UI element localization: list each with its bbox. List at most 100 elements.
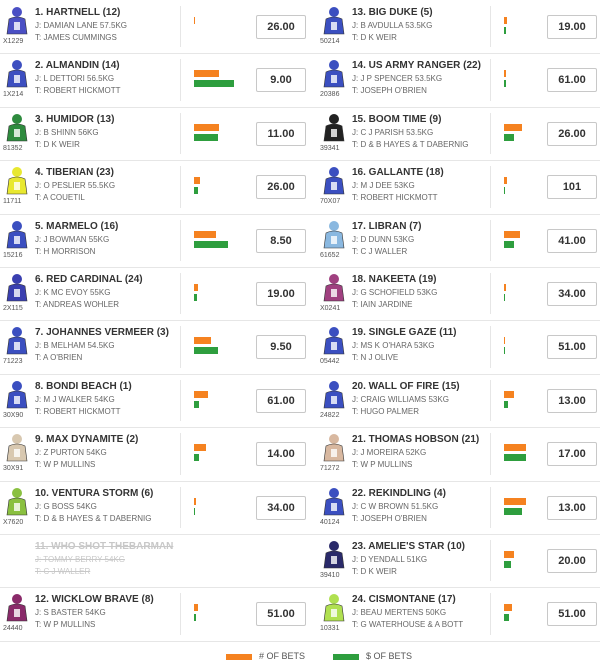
column-divider bbox=[180, 59, 181, 101]
form: 71272 bbox=[320, 465, 340, 473]
trainer: T: W P MULLINS bbox=[35, 460, 96, 470]
form: 40124 bbox=[320, 518, 340, 526]
silk bbox=[6, 487, 28, 515]
runner-name: 14. US ARMY RANGER (22) bbox=[352, 60, 481, 72]
legend-bets: # OF BETS bbox=[259, 651, 306, 661]
silk bbox=[6, 7, 28, 35]
runner-name: 10. VENTURA STORM (6) bbox=[35, 487, 154, 499]
form: X7620 bbox=[3, 518, 24, 526]
dollars-bar bbox=[194, 133, 218, 141]
silk bbox=[323, 594, 345, 622]
trainer: T: H MORRISON bbox=[35, 246, 96, 256]
odds-button: 34.00 bbox=[256, 495, 306, 520]
trainer: T: G WATERHOUSE & A BOTT bbox=[352, 620, 464, 630]
column-divider bbox=[490, 433, 491, 475]
bets-bar bbox=[194, 604, 198, 612]
odds-button: 9.00 bbox=[256, 68, 306, 93]
odds-button: 51.00 bbox=[547, 602, 597, 627]
trainer: T: JOSEPH O'BRIEN bbox=[352, 513, 427, 523]
odds-button: 13.00 bbox=[547, 495, 597, 520]
odds-button: 13.00 bbox=[547, 388, 597, 413]
odds-button: 19.00 bbox=[256, 282, 306, 306]
dollars-bar bbox=[194, 187, 198, 195]
column-divider bbox=[180, 486, 181, 528]
trainer: T: D K WEIR bbox=[352, 33, 397, 42]
runner-name: 6. RED CARDINAL (24) bbox=[35, 274, 143, 285]
silk bbox=[6, 327, 28, 355]
jockey: J: J BOWMAN 55KG bbox=[35, 234, 110, 244]
silk-cap bbox=[12, 274, 22, 284]
column-divider bbox=[180, 379, 181, 422]
bets-bar bbox=[194, 70, 219, 78]
trainer: T: ROBERT HICKMOTT bbox=[35, 406, 121, 416]
silk-panel bbox=[14, 182, 20, 191]
form: 24440 bbox=[3, 625, 23, 633]
odds-button: 17.00 bbox=[547, 442, 597, 467]
dollars-bar bbox=[194, 454, 199, 462]
silk-panel bbox=[14, 289, 20, 297]
dollars-bar bbox=[504, 27, 506, 34]
dollars-bar bbox=[504, 614, 509, 622]
silk-panel bbox=[331, 342, 337, 351]
jockey: J: C W BROWN 51.5KG bbox=[352, 501, 439, 511]
bets-bar bbox=[504, 123, 522, 131]
silk-cap bbox=[329, 167, 339, 178]
silk-cap bbox=[329, 594, 339, 605]
odds-button: 61.00 bbox=[547, 68, 597, 93]
dollars-bar bbox=[504, 240, 514, 248]
silk-panel bbox=[14, 395, 20, 404]
silk bbox=[6, 594, 28, 622]
row-divider bbox=[300, 373, 600, 375]
silk-cap bbox=[329, 7, 339, 17]
runner-name: 2. ALMANDIN (14) bbox=[35, 60, 120, 72]
row-divider bbox=[0, 213, 300, 215]
bets-bar bbox=[194, 444, 206, 452]
form: X0241 bbox=[320, 305, 341, 312]
odds-button: 19.00 bbox=[547, 15, 597, 39]
silk-panel bbox=[331, 502, 337, 511]
form: 30X90 bbox=[3, 411, 24, 419]
trainer: T: A COUETIL bbox=[35, 193, 85, 203]
form: 24822 bbox=[320, 411, 340, 419]
odds-button: 11.00 bbox=[256, 121, 306, 146]
silk bbox=[323, 113, 345, 142]
trainer: T: W P MULLINS bbox=[35, 620, 96, 630]
dollars-bar bbox=[504, 454, 526, 462]
jockey: J: D DUNN 53KG bbox=[352, 234, 415, 244]
row-divider bbox=[300, 320, 600, 322]
bets-bar bbox=[194, 177, 200, 185]
silk-cap bbox=[12, 60, 22, 71]
form: 39341 bbox=[320, 144, 340, 152]
silk-cap bbox=[329, 487, 339, 498]
dollars-bar bbox=[194, 400, 199, 408]
bets-bar bbox=[194, 284, 198, 291]
form: 81352 bbox=[3, 144, 23, 152]
runner-name: 18. NAKEETA (19) bbox=[352, 274, 437, 285]
row-divider bbox=[0, 587, 300, 589]
jockey: J: D YENDALL 51KG bbox=[352, 555, 428, 564]
silk bbox=[323, 327, 345, 355]
row-divider bbox=[300, 587, 600, 589]
column-divider bbox=[180, 166, 181, 208]
silk-panel bbox=[331, 182, 337, 191]
bets-bar bbox=[504, 177, 507, 185]
form: 1X214 bbox=[3, 91, 24, 99]
silk-panel bbox=[331, 235, 337, 244]
odds-button: 14.00 bbox=[256, 442, 306, 467]
runner-name: 5. MARMELO (16) bbox=[35, 220, 119, 232]
column-divider bbox=[180, 6, 181, 48]
column-divider bbox=[490, 6, 491, 48]
trainer: T: ROBERT HICKMOTT bbox=[352, 193, 438, 203]
odds-button: 51.00 bbox=[547, 335, 597, 360]
jockey: J: DAMIAN LANE 57.5KG bbox=[35, 21, 128, 30]
dollars-bar bbox=[504, 294, 505, 301]
bets-bar bbox=[194, 337, 211, 345]
bets-bar bbox=[504, 444, 526, 452]
trainer: T: C J WALLER bbox=[352, 246, 408, 256]
bets-bar bbox=[194, 17, 195, 24]
form: 39410 bbox=[320, 572, 340, 579]
form: 20386 bbox=[320, 91, 340, 99]
row-divider bbox=[0, 427, 300, 429]
silk-cap bbox=[12, 7, 22, 17]
trainer: T: JOSEPH O'BRIEN bbox=[352, 86, 427, 96]
